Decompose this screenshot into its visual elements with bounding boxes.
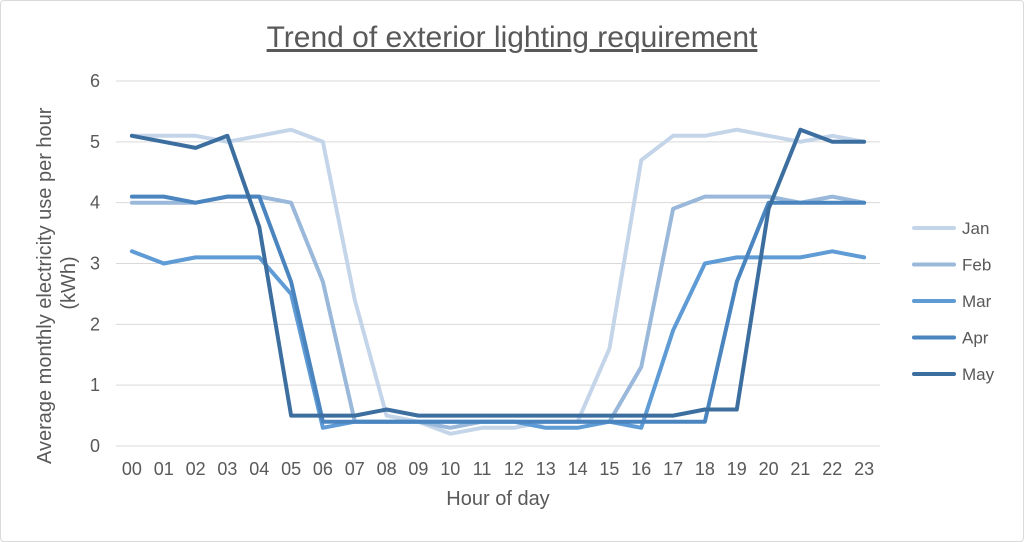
legend-label-jan: Jan [962,219,989,238]
series-lines [129,127,867,436]
legend-label-feb: Feb [962,256,991,275]
y-tick-label: 1 [90,375,100,395]
x-tick-label: 03 [217,459,237,479]
y-axis-label: Average monthly electricity use per hour… [34,102,80,464]
x-tick-label: 21 [790,459,810,479]
grid-lines [116,80,880,447]
x-tick-label: 15 [599,459,619,479]
y-axis-label-line-2: (kWh) [58,256,80,309]
y-tick-label: 5 [90,132,100,152]
series-line-feb [129,194,867,430]
y-tick-label: 2 [90,314,100,334]
x-tick-label: 09 [408,459,428,479]
x-tick-label: 11 [473,459,492,479]
legend-label-may: May [962,365,995,384]
x-tick-label: 10 [440,459,460,479]
x-tick-label: 08 [377,459,397,479]
legend-label-apr: Apr [962,329,989,348]
legend-label-mar: Mar [962,292,992,311]
y-tick-label: 4 [90,193,100,213]
legend: Jan Feb Mar Apr May [912,219,995,384]
x-tick-label: 14 [568,459,588,479]
x-tick-label: 22 [822,459,842,479]
y-axis-ticks: 0 1 2 3 4 5 6 [90,71,100,456]
x-tick-label: 00 [122,459,142,479]
y-tick-label: 6 [90,71,100,91]
x-tick-label: 17 [663,459,683,479]
x-axis-label: Hour of day [446,488,549,510]
y-axis-label-line-1: Average monthly electricity use per hour [34,107,56,464]
series-line-jan [129,127,867,436]
x-tick-label: 06 [313,459,333,479]
series-line-may [129,127,867,418]
x-tick-label: 18 [695,459,715,479]
x-axis-ticks: 00 01 02 03 04 05 06 07 08 09 10 11 12 13 14 15 16 17 18 19… [122,459,874,479]
series-line-mar [129,249,867,430]
x-tick-label: 20 [759,459,779,479]
series-line-apr [129,194,867,424]
chart-title: Trend of exterior lighting requirement [267,21,758,54]
x-tick-label: 02 [186,459,206,479]
x-tick-label: 13 [536,459,556,479]
y-tick-label: 3 [90,254,100,274]
x-tick-label: 12 [504,459,524,479]
x-tick-label: 01 [154,459,174,479]
x-tick-label: 16 [631,459,651,479]
x-tick-label: 19 [727,459,747,479]
y-tick-label: 0 [90,436,100,456]
x-tick-label: 04 [249,459,269,479]
x-tick-label: 23 [854,459,874,479]
x-tick-label: 07 [345,459,365,479]
x-tick-label: 05 [281,459,301,479]
